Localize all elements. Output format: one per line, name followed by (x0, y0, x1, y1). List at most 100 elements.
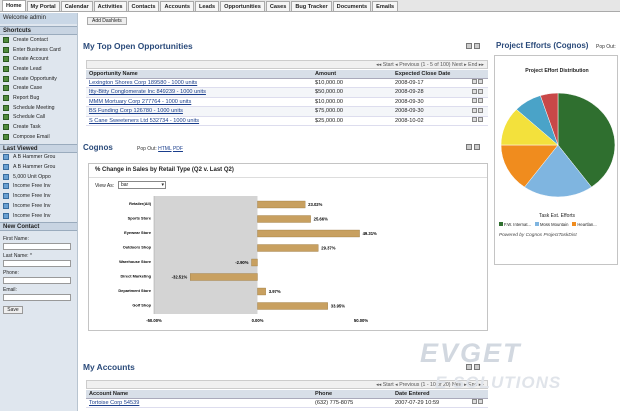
bar (257, 229, 360, 238)
last-viewed-item[interactable]: A B Hammer Grou (0, 153, 77, 163)
pie-slice (540, 92, 559, 146)
popout-html-link[interactable]: HTML (158, 146, 172, 152)
project-efforts-title: Project Efforts (Cognos) (496, 41, 589, 50)
delete-icon[interactable] (478, 399, 483, 405)
legend-label: F.W. Internat... (504, 222, 531, 227)
shortcut-item[interactable]: Create Lead (0, 64, 77, 74)
col-amount[interactable]: Amount (312, 70, 392, 79)
edit-icon[interactable] (472, 107, 477, 113)
shortcut-item[interactable]: Schedule Meeting (0, 103, 77, 113)
last-viewed-item[interactable]: A B Hammer Grou (0, 162, 77, 172)
edit-icon[interactable] (466, 364, 472, 370)
delete-icon[interactable] (478, 98, 483, 104)
edit-icon[interactable] (466, 43, 472, 49)
shortcut-item[interactable]: Enter Business Card (0, 45, 77, 55)
row-link[interactable]: MMM Mortuary Corp 277764 - 1000 units (86, 97, 312, 107)
close-icon[interactable] (474, 144, 480, 150)
delete-icon[interactable] (478, 117, 483, 123)
last-viewed-item[interactable]: Income Free Inv (0, 182, 77, 192)
tab-contacts[interactable]: Contacts (127, 1, 160, 11)
edit-icon[interactable] (472, 79, 477, 85)
last-viewed-item[interactable]: Income Free Inv (0, 201, 77, 211)
popout-pdf-link[interactable]: PDF (172, 146, 183, 152)
row-link[interactable]: Lexington Shores Corp 189580 - 1000 unit… (86, 78, 312, 88)
last-viewed-item[interactable]: Income Free Inv (0, 191, 77, 201)
legend-item: Moss Mountain (535, 222, 568, 227)
last-viewed-label: A B Hammer Grou (13, 154, 56, 161)
view-as-select[interactable]: bar ▾ (118, 181, 166, 189)
pie-axis-label: Task Est. Efforts (538, 213, 576, 219)
project-popout[interactable]: Pop Out: (596, 44, 616, 50)
table-row: BS Funding Corp 126780 - 1000 units $75,0… (86, 106, 488, 117)
row-link[interactable]: Itty-Bitty Conglomerate Inc 849239 - 100… (86, 87, 312, 98)
first-name-field[interactable] (3, 243, 71, 251)
legend-label: Heartlan... (577, 222, 597, 227)
phone-field[interactable] (3, 277, 71, 285)
last-viewed-item[interactable]: Income Free Inv (0, 211, 77, 221)
tab-cases[interactable]: Cases (265, 1, 291, 11)
last-viewed-item[interactable]: 5,000 Unit Oppo (0, 172, 77, 182)
watermark-logo: EVGET (420, 338, 522, 368)
shortcut-item[interactable]: Create Account (0, 54, 77, 64)
legend-swatch (572, 222, 577, 226)
shortcut-label: Report Bug (13, 94, 40, 101)
delete-icon[interactable] (478, 107, 483, 113)
last-viewed-label: 5,000 Unit Oppo (13, 173, 51, 180)
row-link[interactable]: BS Funding Corp 126780 - 1000 units (86, 106, 312, 117)
delete-icon[interactable] (478, 88, 483, 94)
close-icon[interactable] (474, 364, 480, 370)
col-phone[interactable]: Phone (312, 390, 392, 399)
add-dashlets-button[interactable]: Add Dashlets (87, 17, 127, 25)
shortcut-item[interactable]: Create Case (0, 83, 77, 93)
col-date-entered[interactable]: Date Entered (392, 390, 468, 399)
legend-label: Moss Mountain (540, 222, 569, 227)
row-cell: $10,000.00 (312, 97, 392, 107)
col-opportunity-name[interactable]: Opportunity Name (86, 70, 312, 79)
record-icon (3, 202, 9, 209)
shortcut-item[interactable]: Schedule Call (0, 113, 77, 123)
cognos-report: % Change in Sales by Retail Type (Q2 v. … (88, 163, 488, 331)
tab-documents[interactable]: Documents (332, 1, 372, 11)
row-cell: 2008-09-28 (392, 87, 468, 98)
shortcut-item[interactable]: Create Task (0, 122, 77, 132)
row-cell: $75,000.00 (312, 106, 392, 117)
tab-leads[interactable]: Leads (194, 1, 220, 11)
close-icon[interactable] (474, 43, 480, 49)
row-actions (468, 87, 488, 98)
shortcut-item[interactable]: Create Opportunity (0, 74, 77, 84)
edit-icon[interactable] (472, 88, 477, 94)
delete-icon[interactable] (478, 79, 483, 85)
tab-activities[interactable]: Activities (93, 1, 127, 11)
tab-my-portal[interactable]: My Portal (26, 1, 60, 11)
accounts-pager[interactable]: ◂◂ Start ◂ Previous (1 - 10 of 20) Next … (86, 380, 488, 389)
tab-bug-tracker[interactable]: Bug Tracker (291, 1, 332, 11)
tab-calendar[interactable]: Calendar (60, 1, 93, 11)
row-link[interactable]: Tortoise Corp 54539 (86, 398, 312, 408)
row-cell: 2008-09-17 (392, 78, 468, 88)
shortcut-item[interactable]: Create Contact (0, 35, 77, 45)
shortcut-item[interactable]: Compose Email (0, 132, 77, 142)
edit-icon[interactable] (466, 144, 472, 150)
main-content: Add Dashlets My Top Open Opportunities ◂… (80, 13, 490, 411)
row-actions (468, 398, 488, 408)
last-name-field[interactable] (3, 260, 71, 268)
tab-emails[interactable]: Emails (372, 1, 399, 11)
edit-icon[interactable] (472, 98, 477, 104)
save-button[interactable]: Save (3, 306, 23, 315)
tab-accounts[interactable]: Accounts (160, 1, 194, 11)
row-link[interactable]: S Cane Sweeteners Ltd 532734 - 1000 unit… (86, 116, 312, 126)
col-account-name[interactable]: Account Name (86, 390, 312, 399)
shortcut-item[interactable]: Report Bug (0, 93, 77, 103)
opportunities-pager[interactable]: ◂◂ Start ◂ Previous (1 - 5 of 100) Next … (86, 60, 488, 69)
chevron-down-icon: ▾ (161, 182, 164, 188)
tab-home[interactable]: Home (2, 0, 26, 11)
table-row: Tortoise Corp 54539 (632) 775-8075 2007-07… (86, 398, 488, 408)
tab-opportunities[interactable]: Opportunities (220, 1, 265, 11)
edit-icon[interactable] (472, 399, 477, 405)
last-viewed-header: Last Viewed (0, 143, 77, 153)
col-close-date[interactable]: Expected Close Date (392, 70, 468, 79)
edit-icon[interactable] (472, 117, 477, 123)
email-field[interactable] (3, 294, 71, 302)
opportunities-controls (466, 43, 480, 49)
bar (257, 200, 306, 209)
